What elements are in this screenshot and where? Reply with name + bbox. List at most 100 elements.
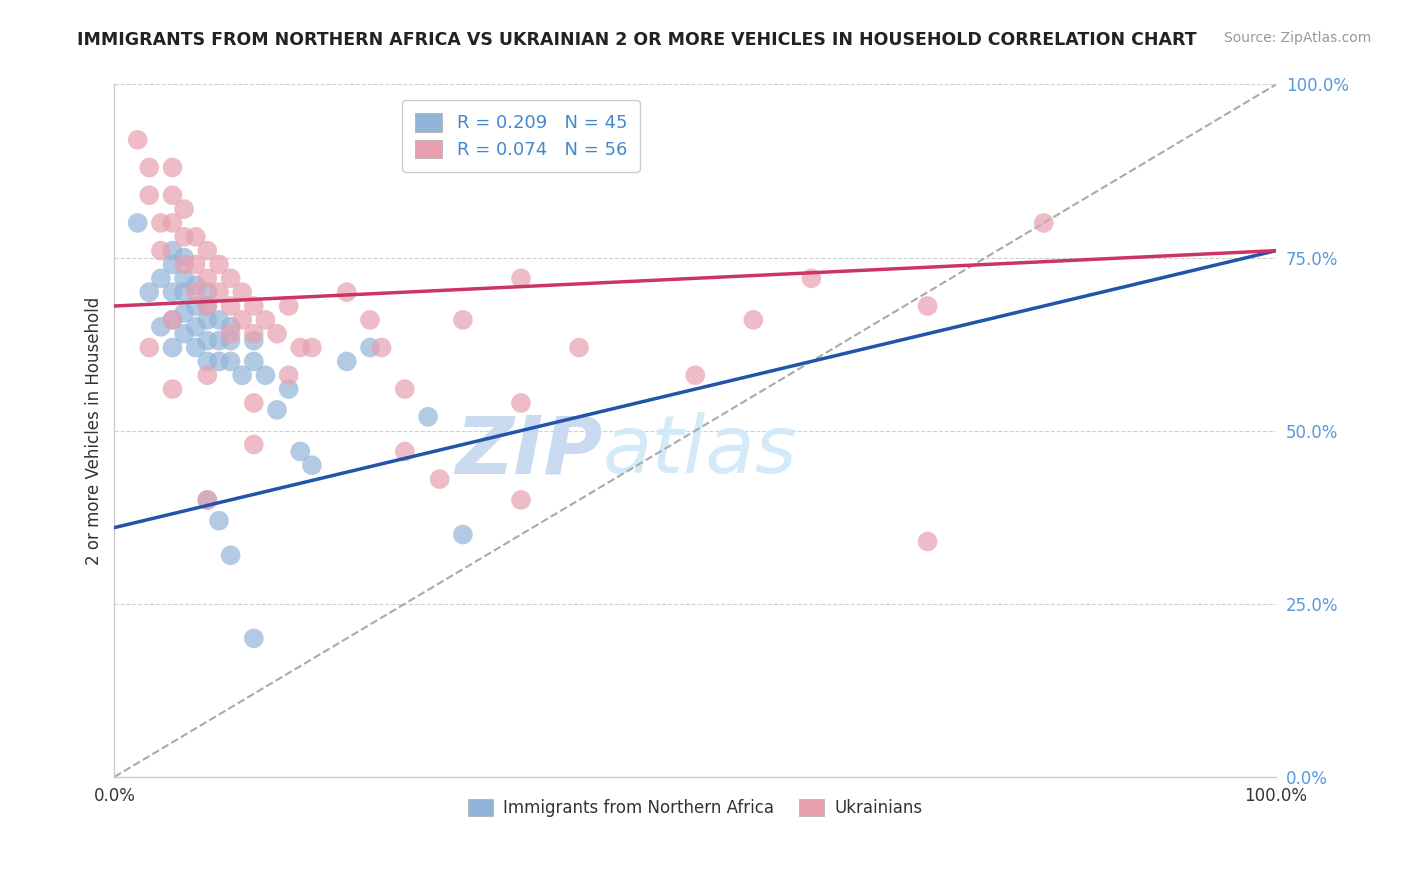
Point: [231, 285, 253, 300]
Point: [184, 278, 207, 293]
Point: [195, 244, 218, 258]
Point: [301, 341, 323, 355]
Point: [208, 354, 231, 368]
Point: [208, 285, 231, 300]
Point: [243, 396, 266, 410]
Point: [138, 341, 160, 355]
Point: [138, 188, 160, 202]
Point: [243, 299, 266, 313]
Point: [219, 326, 242, 341]
Point: [184, 257, 207, 271]
Point: [162, 161, 184, 175]
Point: [208, 514, 231, 528]
Point: [266, 403, 288, 417]
Point: [917, 299, 939, 313]
Point: [173, 326, 195, 341]
Point: [149, 244, 172, 258]
Point: [429, 472, 451, 486]
Point: [195, 299, 218, 313]
Point: [290, 444, 312, 458]
Point: [195, 313, 218, 327]
Point: [173, 229, 195, 244]
Point: [243, 632, 266, 646]
Point: [184, 229, 207, 244]
Point: [451, 527, 474, 541]
Point: [162, 216, 184, 230]
Point: [149, 319, 172, 334]
Legend: Immigrants from Northern Africa, Ukrainians: Immigrants from Northern Africa, Ukraini…: [461, 792, 929, 824]
Point: [195, 299, 218, 313]
Point: [173, 271, 195, 285]
Point: [301, 458, 323, 473]
Point: [162, 341, 184, 355]
Text: atlas: atlas: [602, 412, 797, 491]
Point: [208, 313, 231, 327]
Point: [208, 334, 231, 348]
Point: [173, 257, 195, 271]
Point: [162, 382, 184, 396]
Point: [149, 216, 172, 230]
Point: [195, 334, 218, 348]
Point: [162, 257, 184, 271]
Point: [184, 285, 207, 300]
Point: [162, 188, 184, 202]
Point: [243, 334, 266, 348]
Point: [370, 341, 392, 355]
Point: [451, 313, 474, 327]
Point: [219, 271, 242, 285]
Point: [173, 202, 195, 216]
Point: [277, 382, 299, 396]
Point: [510, 271, 533, 285]
Point: [127, 133, 149, 147]
Point: [173, 306, 195, 320]
Point: [219, 299, 242, 313]
Point: [254, 313, 277, 327]
Point: [277, 368, 299, 383]
Point: [208, 257, 231, 271]
Point: [266, 326, 288, 341]
Point: [195, 271, 218, 285]
Point: [195, 285, 218, 300]
Point: [162, 313, 184, 327]
Point: [336, 354, 359, 368]
Point: [742, 313, 765, 327]
Point: [1032, 216, 1054, 230]
Point: [243, 354, 266, 368]
Point: [683, 368, 706, 383]
Point: [184, 319, 207, 334]
Point: [231, 368, 253, 383]
Text: IMMIGRANTS FROM NORTHERN AFRICA VS UKRAINIAN 2 OR MORE VEHICLES IN HOUSEHOLD COR: IMMIGRANTS FROM NORTHERN AFRICA VS UKRAI…: [77, 31, 1197, 49]
Point: [162, 285, 184, 300]
Point: [127, 216, 149, 230]
Point: [162, 313, 184, 327]
Point: [243, 326, 266, 341]
Point: [138, 161, 160, 175]
Point: [219, 549, 242, 563]
Point: [359, 341, 381, 355]
Point: [219, 319, 242, 334]
Point: [195, 492, 218, 507]
Point: [568, 341, 591, 355]
Point: [162, 244, 184, 258]
Point: [290, 341, 312, 355]
Point: [394, 382, 416, 396]
Point: [277, 299, 299, 313]
Point: [219, 334, 242, 348]
Point: [219, 354, 242, 368]
Point: [149, 271, 172, 285]
Point: [195, 368, 218, 383]
Point: [510, 492, 533, 507]
Point: [184, 299, 207, 313]
Point: [800, 271, 823, 285]
Point: [510, 396, 533, 410]
Point: [195, 492, 218, 507]
Point: [416, 409, 439, 424]
Y-axis label: 2 or more Vehicles in Household: 2 or more Vehicles in Household: [86, 296, 103, 565]
Text: ZIP: ZIP: [456, 412, 602, 491]
Point: [138, 285, 160, 300]
Point: [231, 313, 253, 327]
Point: [359, 313, 381, 327]
Point: [336, 285, 359, 300]
Text: Source: ZipAtlas.com: Source: ZipAtlas.com: [1223, 31, 1371, 45]
Point: [917, 534, 939, 549]
